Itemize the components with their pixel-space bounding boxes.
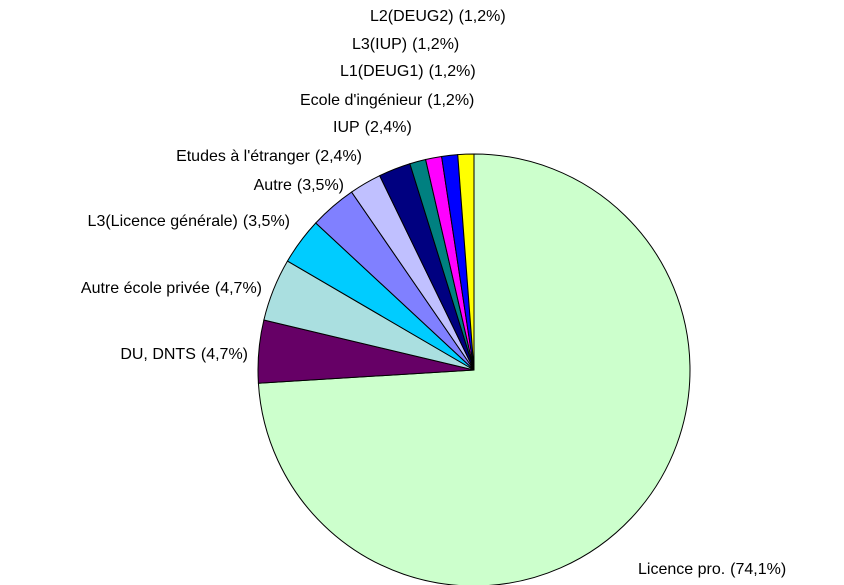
slice-value: (2,4%) — [365, 119, 412, 136]
slice-value: (3,5%) — [297, 177, 344, 194]
slice-label: DU, DNTS (4,7%) — [120, 346, 248, 363]
slice-label: Autre (3,5%) — [254, 177, 344, 194]
slice-name: IUP — [333, 119, 360, 136]
slice-label: Ecole d'ingénieur (1,2%) — [300, 92, 474, 109]
slice-name: L3(Licence générale) — [88, 213, 238, 230]
slice-name: Etudes à l'étranger — [176, 148, 310, 165]
slice-label: IUP (2,4%) — [333, 119, 412, 136]
slice-label: Licence pro. (74,1%) — [638, 561, 786, 578]
slice-name: L2(DEUG2) — [370, 8, 454, 25]
slice-name: DU, DNTS — [120, 346, 196, 363]
slice-label: Etudes à l'étranger (2,4%) — [176, 148, 362, 165]
slice-label: L3(Licence générale) (3,5%) — [88, 213, 290, 230]
slice-label: L1(DEUG1) (1,2%) — [340, 63, 476, 80]
slice-name: Autre école privée — [81, 280, 210, 297]
slice-name: L3(IUP) — [352, 36, 407, 53]
slice-value: (1,2%) — [427, 92, 474, 109]
slice-name: L1(DEUG1) — [340, 63, 424, 80]
slice-label: L3(IUP) (1,2%) — [352, 36, 459, 53]
slice-name: Autre — [254, 177, 292, 194]
slice-value: (4,7%) — [201, 346, 248, 363]
slice-name: Ecole d'ingénieur — [300, 92, 423, 109]
slice-value: (2,4%) — [315, 148, 362, 165]
slice-value: (1,2%) — [412, 36, 459, 53]
slice-value: (1,2%) — [429, 63, 476, 80]
slice-value: (4,7%) — [215, 280, 262, 297]
slice-label: L2(DEUG2) (1,2%) — [370, 8, 506, 25]
slice-value: (1,2%) — [459, 8, 506, 25]
slice-value: (74,1%) — [730, 561, 786, 578]
pie-slice — [457, 153, 475, 371]
slice-name: Licence pro. — [638, 561, 725, 578]
slice-label: Autre école privée (4,7%) — [81, 280, 262, 297]
slice-value: (3,5%) — [243, 213, 290, 230]
